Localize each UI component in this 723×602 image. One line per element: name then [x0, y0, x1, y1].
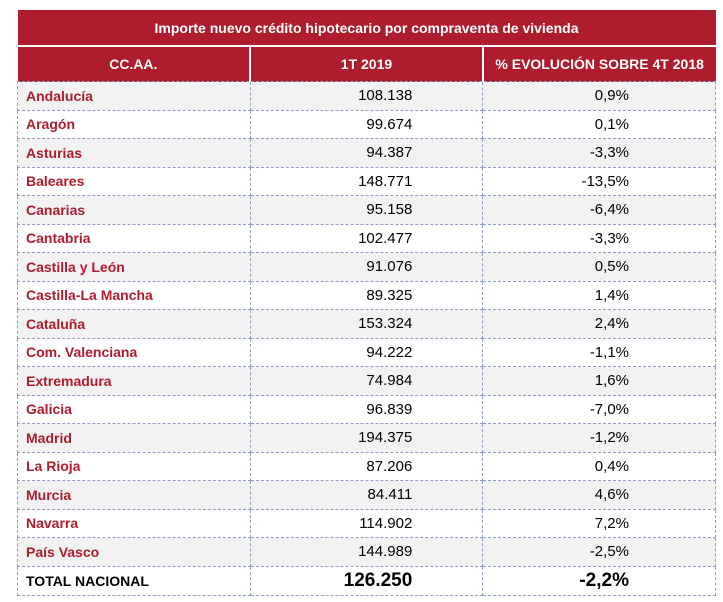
table-row: Galicia 96.839 -7,0%	[17, 394, 716, 424]
table-row: Baleares 148.771 -13,5%	[17, 166, 716, 196]
table-row: Castilla y León 91.076 0,5%	[17, 252, 716, 282]
evolution-pct: -2,5%	[482, 537, 716, 567]
region-name: Baleares	[17, 166, 251, 196]
region-name: País Vasco	[17, 537, 251, 567]
table-row: Andalucía 108.138 0,9%	[17, 81, 716, 111]
evolution-pct: -3,3%	[482, 138, 716, 168]
mortgage-table: Importe nuevo crédito hipotecario por co…	[17, 10, 716, 596]
table-row: La Rioja 87.206 0,4%	[17, 451, 716, 481]
value-1t2019: 144.989	[249, 537, 484, 567]
evolution-pct: 4,6%	[482, 480, 716, 510]
table-row: Asturias 94.387 -3,3%	[17, 138, 716, 168]
table-row: Com. Valenciana 94.222 -1,1%	[17, 337, 716, 367]
value-1t2019: 94.387	[249, 138, 484, 168]
value-1t2019: 148.771	[249, 166, 484, 196]
region-name: Castilla-La Mancha	[17, 280, 251, 310]
value-1t2019: 99.674	[249, 109, 484, 139]
region-name: Aragón	[17, 109, 251, 139]
evolution-pct: -6,4%	[482, 195, 716, 225]
value-1t2019: 91.076	[249, 252, 484, 282]
region-name: La Rioja	[17, 451, 251, 481]
header-evolution: % EVOLUCIÓN SOBRE 4T 2018	[481, 46, 716, 82]
value-1t2019: 96.839	[249, 394, 484, 424]
value-1t2019: 114.902	[249, 508, 484, 538]
region-name: Cataluña	[17, 309, 251, 339]
value-1t2019: 74.984	[249, 366, 484, 396]
region-name: Andalucía	[17, 81, 251, 111]
table-row: Murcia 84.411 4,6%	[17, 480, 716, 510]
value-1t2019: 94.222	[249, 337, 484, 367]
evolution-pct: 2,4%	[482, 309, 716, 339]
region-name: Murcia	[17, 480, 251, 510]
value-1t2019: 84.411	[249, 480, 484, 510]
header-ccaa: CC.AA.	[17, 46, 251, 82]
table-row: Madrid 194.375 -1,2%	[17, 423, 716, 453]
region-name: Extremadura	[17, 366, 251, 396]
region-name: Castilla y León	[17, 252, 251, 282]
evolution-pct: -7,0%	[482, 394, 716, 424]
value-1t2019: 87.206	[249, 451, 484, 481]
table-row: Castilla-La Mancha 89.325 1,4%	[17, 280, 716, 310]
evolution-pct: -1,2%	[482, 423, 716, 453]
region-name: Madrid	[17, 423, 251, 453]
value-1t2019: 194.375	[249, 423, 484, 453]
value-1t2019: 108.138	[249, 81, 484, 111]
evolution-pct: -13,5%	[482, 166, 716, 196]
value-1t2019: 153.324	[249, 309, 484, 339]
evolution-pct: 0,5%	[482, 252, 716, 282]
region-name: Navarra	[17, 508, 251, 538]
region-name: Canarias	[17, 195, 251, 225]
region-name: Asturias	[17, 138, 251, 168]
table-row: Cantabria 102.477 -3,3%	[17, 223, 716, 253]
value-1t2019: 102.477	[249, 223, 484, 253]
value-1t2019: 95.158	[249, 195, 484, 225]
region-name: Com. Valenciana	[17, 337, 251, 367]
value-1t2019: 126.250	[249, 565, 484, 596]
region-name: Cantabria	[17, 223, 251, 253]
evolution-pct: 0,9%	[482, 81, 716, 111]
value-1t2019: 89.325	[249, 280, 484, 310]
evolution-pct: -3,3%	[482, 223, 716, 253]
region-name: Galicia	[17, 394, 251, 424]
table-title: Importe nuevo crédito hipotecario por co…	[17, 10, 716, 47]
evolution-pct: -2,2%	[482, 565, 716, 596]
evolution-pct: -1,1%	[482, 337, 716, 367]
table-row: País Vasco 144.989 -2,5%	[17, 537, 716, 567]
table-row: Navarra 114.902 7,2%	[17, 508, 716, 538]
table-row: Canarias 95.158 -6,4%	[17, 195, 716, 225]
region-name: TOTAL NACIONAL	[17, 565, 251, 596]
evolution-pct: 1,6%	[482, 366, 716, 396]
table-row: Cataluña 153.324 2,4%	[17, 309, 716, 339]
evolution-pct: 0,4%	[482, 451, 716, 481]
table-row: Extremadura 74.984 1,6%	[17, 366, 716, 396]
table-row: Aragón 99.674 0,1%	[17, 109, 716, 139]
evolution-pct: 1,4%	[482, 280, 716, 310]
evolution-pct: 0,1%	[482, 109, 716, 139]
header-1t2019: 1T 2019	[249, 46, 483, 82]
evolution-pct: 7,2%	[482, 508, 716, 538]
total-row: TOTAL NACIONAL 126.250 -2,2%	[17, 565, 716, 596]
